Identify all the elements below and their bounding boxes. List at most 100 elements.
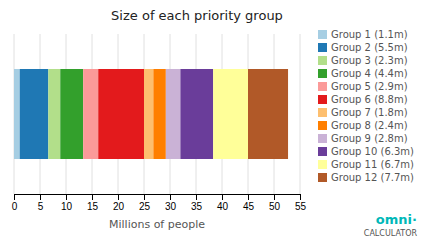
legend-item: Group 4 (4.4m) — [318, 68, 408, 79]
tick-label: 30 — [165, 201, 177, 212]
tick-label: 15 — [87, 201, 99, 212]
legend-swatch — [318, 134, 327, 143]
legend-item: Group 10 (6.3m) — [318, 146, 414, 157]
legend-swatch — [318, 30, 327, 39]
series — [180, 69, 213, 159]
bar-segment — [166, 69, 181, 159]
legend-label: Group 8 (2.4m) — [331, 120, 408, 131]
tick: 30 — [165, 194, 177, 212]
bar-segment — [20, 69, 49, 159]
legend-item: Group 7 (1.8m) — [318, 107, 408, 118]
tick-label: 55 — [295, 201, 307, 212]
legend-swatch — [318, 95, 327, 104]
tick-label: 45 — [243, 201, 255, 212]
bars — [14, 69, 288, 159]
bar-segment — [14, 69, 20, 159]
tick-label: 40 — [217, 201, 229, 212]
series — [213, 69, 248, 159]
axis-line — [15, 195, 301, 201]
legend-label: Group 1 (1.1m) — [331, 29, 408, 40]
tick: 45 — [243, 194, 255, 212]
bar-segment — [153, 69, 165, 159]
legend-label: Group 6 (8.8m) — [331, 94, 408, 105]
tick: 40 — [217, 194, 229, 212]
bar-segment — [180, 69, 213, 159]
bar-segment — [98, 69, 144, 159]
legend-label: Group 2 (5.5m) — [331, 42, 408, 53]
x-axis: 0 5 10 15 20 25 30 35 40 45 50 55 — [12, 194, 307, 212]
legend-label: Group 11 (6.7m) — [331, 159, 414, 170]
legend-swatch — [318, 147, 327, 156]
legend: Group 1 (1.1m) Group 2 (5.5m) Group 3 (2.3… — [318, 29, 414, 183]
tick: 5 — [38, 194, 44, 212]
tick-mark — [92, 194, 93, 200]
tick: 15 — [87, 194, 99, 212]
tick: 10 — [61, 194, 73, 212]
chart: Size of each priority group 0 5 10 15 20 25 30 3… — [0, 0, 425, 244]
legend-swatch — [318, 43, 327, 52]
legend-label: Group 3 (2.3m) — [331, 55, 408, 66]
tick-label: 50 — [269, 201, 281, 212]
legend-item: Group 9 (2.8m) — [318, 133, 408, 144]
legend-swatch — [318, 160, 327, 169]
tick-mark — [196, 194, 197, 200]
annotation: CALCULATOR — [364, 229, 418, 238]
legend-label: Group 7 (1.8m) — [331, 107, 408, 118]
series — [48, 69, 60, 159]
legend-item: Group 11 (6.7m) — [318, 159, 414, 170]
bar-segment — [248, 69, 288, 159]
tick: 35 — [191, 194, 203, 212]
tick: 0 — [12, 194, 18, 212]
legend-label: Group 4 (4.4m) — [331, 68, 408, 79]
bar-segment — [144, 69, 153, 159]
legend-label: Group 12 (7.7m) — [331, 172, 414, 183]
legend-swatch — [318, 108, 327, 117]
bar-segment — [213, 69, 248, 159]
tick-mark — [248, 194, 249, 200]
tick-mark — [170, 194, 171, 200]
tick-mark — [222, 194, 223, 200]
bar-segment — [83, 69, 98, 159]
tick: 25 — [139, 194, 151, 212]
title: Size of each priority group — [111, 8, 283, 23]
series — [83, 69, 98, 159]
legend-label: Group 9 (2.8m) — [331, 133, 408, 144]
x-axis-title: Millions of people — [109, 218, 205, 231]
bar-segment — [48, 69, 60, 159]
legend-swatch — [318, 173, 327, 182]
series — [60, 69, 83, 159]
legend-item: Group 2 (5.5m) — [318, 42, 408, 53]
legend-item: Group 5 (2.9m) — [318, 81, 408, 92]
legend-swatch — [318, 69, 327, 78]
tick-mark — [40, 194, 41, 200]
series — [98, 69, 144, 159]
annotation: omni· — [376, 212, 417, 227]
legend-swatch — [318, 121, 327, 130]
tick-label: 20 — [113, 201, 125, 212]
tick-label: 35 — [191, 201, 203, 212]
tick-label: 5 — [38, 201, 44, 212]
tick: 55 — [295, 194, 307, 212]
tick-mark — [118, 194, 119, 200]
legend-label: Group 5 (2.9m) — [331, 81, 408, 92]
plot: 0 5 10 15 20 25 30 35 40 45 50 55 Millions of people — [12, 34, 307, 231]
tick-label: 25 — [139, 201, 151, 212]
legend-swatch — [318, 82, 327, 91]
tick: 50 — [269, 194, 281, 212]
tick-mark — [300, 194, 301, 200]
series — [248, 69, 288, 159]
tick-mark — [14, 194, 15, 200]
legend-label: Group 10 (6.3m) — [331, 146, 414, 157]
series — [14, 69, 20, 159]
legend-item: Group 12 (7.7m) — [318, 172, 414, 183]
series — [153, 69, 165, 159]
series — [20, 69, 49, 159]
grid-line — [300, 34, 301, 194]
legend-item: Group 6 (8.8m) — [318, 94, 408, 105]
legend-item: Group 3 (2.3m) — [318, 55, 408, 66]
tick-label: 0 — [12, 201, 18, 212]
tick: 20 — [113, 194, 125, 212]
series — [144, 69, 153, 159]
legend-item: Group 8 (2.4m) — [318, 120, 408, 131]
series — [166, 69, 181, 159]
